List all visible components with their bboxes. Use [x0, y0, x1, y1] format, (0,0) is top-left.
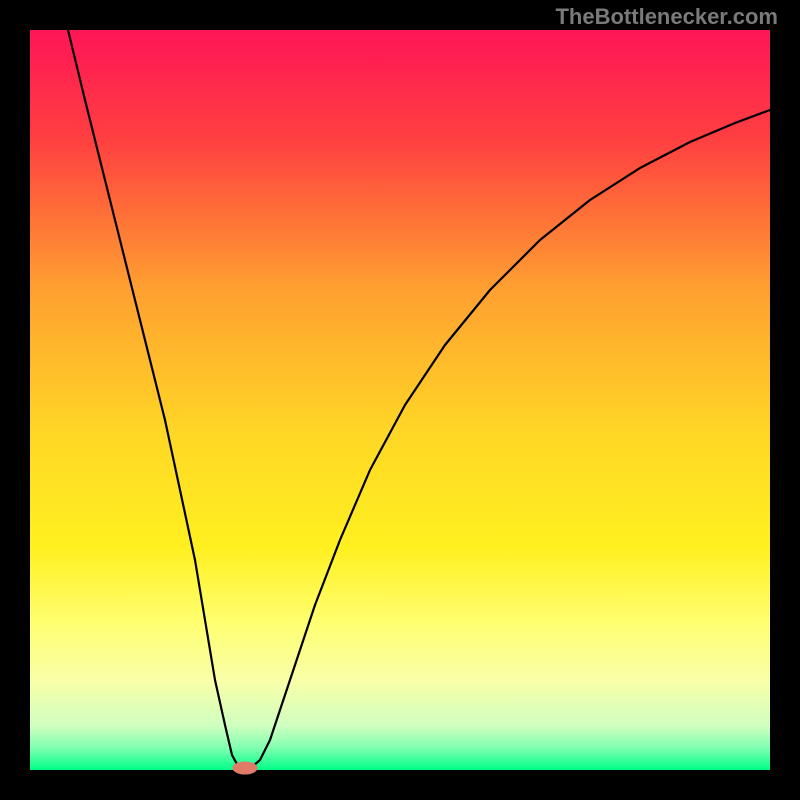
chart-root: TheBottlenecker.com [0, 0, 800, 800]
marker-layer [0, 0, 800, 800]
watermark-text: TheBottlenecker.com [555, 4, 778, 30]
optimal-point-marker [233, 762, 257, 774]
